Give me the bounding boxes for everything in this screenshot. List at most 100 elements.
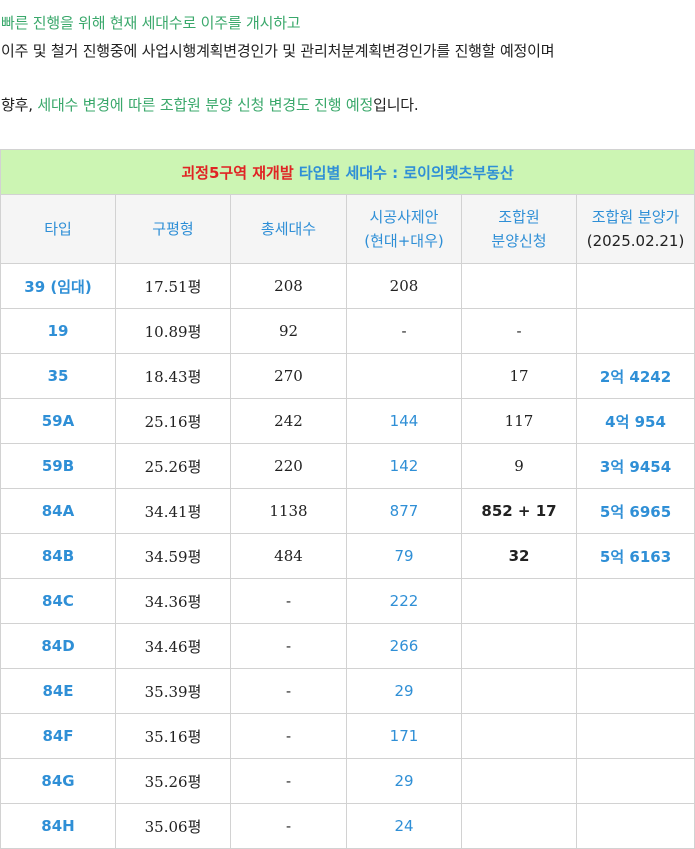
cell-pyeong: 18.43평	[115, 353, 231, 399]
cell-pyeong: 35.06평	[115, 803, 231, 849]
cell-proposal: 222	[346, 578, 462, 624]
cell-proposal: 877	[346, 488, 462, 534]
cell-proposal: 24	[346, 803, 462, 849]
cell-type: 84B	[0, 533, 116, 579]
cell-price	[575, 308, 695, 354]
cell-price	[575, 623, 695, 669]
intro-line-3: 향후, 세대수 변경에 따른 조합원 분양 신청 변경도 진행 예정입니다.	[1, 94, 419, 115]
table-row: 84B 34.59평 484 79 32 5억 6163	[0, 533, 695, 579]
cell-type: 84D	[0, 623, 116, 669]
intro-line-1: 빠른 진행을 위해 현재 세대수로 이주를 개시하고	[1, 14, 301, 32]
cell-total: 270	[230, 353, 347, 399]
cell-total: -	[230, 623, 347, 669]
cell-proposal: -	[346, 308, 462, 354]
table-row: 84C 34.36평 -222	[0, 578, 695, 624]
cell-total: 484	[230, 533, 347, 579]
cell-total: -	[230, 758, 347, 804]
cell-proposal: 208	[346, 263, 462, 309]
cell-price	[575, 668, 695, 714]
cell-proposal: 266	[346, 623, 462, 669]
header-type: 타입	[0, 194, 116, 264]
cell-price: 3억 9454	[575, 443, 695, 489]
header-proposal-line1: 시공사제안	[369, 208, 439, 226]
cell-member	[461, 668, 577, 714]
table-row: 59A 25.16평 242 144 117 4억 954	[0, 398, 695, 444]
cell-price: 5억 6163	[575, 533, 695, 579]
cell-total: 208	[230, 263, 347, 309]
cell-total: 242	[230, 398, 347, 444]
cell-type: 84H	[0, 803, 116, 849]
cell-type: 84C	[0, 578, 116, 624]
cell-pyeong: 34.59평	[115, 533, 231, 579]
cell-proposal: 142	[346, 443, 462, 489]
header-proposal-line2: (현대+대우)	[364, 232, 444, 250]
cell-type: 84A	[0, 488, 116, 534]
table-row: 84G 35.26평 -29	[0, 758, 695, 804]
cell-proposal	[346, 353, 462, 399]
cell-member: 117	[461, 398, 577, 444]
cell-member: 852 + 17	[461, 488, 577, 534]
cell-member: -	[461, 308, 577, 354]
table-header-row: 타입 구평형 총세대수 시공사제안 (현대+대우) 조합원 분양신청 조합원 분양가…	[0, 194, 695, 264]
header-member-line1: 조합원	[498, 208, 540, 226]
cell-price: 5억 6965	[575, 488, 695, 534]
table-row: 59B 25.26평 220 142 9 3억 9454	[0, 443, 695, 489]
intro-line-3-prefix: 향후,	[1, 96, 38, 114]
table-title-subtitle: 타입별 세대수 : 로이의렛츠부동산	[293, 163, 514, 182]
cell-type: 84E	[0, 668, 116, 714]
cell-proposal: 29	[346, 758, 462, 804]
table-row: 39 (임대) 17.51평 208 208	[0, 263, 695, 309]
cell-type: 39 (임대)	[0, 263, 116, 309]
cell-pyeong: 25.26평	[115, 443, 231, 489]
cell-total: 1138	[230, 488, 347, 534]
cell-proposal: 144	[346, 398, 462, 444]
header-price-line2: (2025.02.21)	[586, 232, 685, 250]
table-row: 84H 35.06평 -24	[0, 803, 695, 849]
cell-price: 4억 954	[575, 398, 695, 444]
cell-type: 59B	[0, 443, 116, 489]
cell-pyeong: 34.41평	[115, 488, 231, 534]
cell-type: 35	[0, 353, 116, 399]
header-member-line2: 분양신청	[491, 232, 547, 250]
intro-line-3-highlight: 세대수 변경에 따른 조합원 분양 신청 변경도 진행 예정	[37, 96, 374, 114]
header-pyeong: 구평형	[115, 194, 231, 264]
cell-total: 220	[230, 443, 347, 489]
cell-type: 84G	[0, 758, 116, 804]
intro-line-2: 이주 및 철거 진행중에 사업시행계획변경인가 및 관리처분계획변경인가를 진행…	[1, 42, 555, 60]
cell-proposal: 79	[346, 533, 462, 579]
cell-member	[461, 263, 577, 309]
cell-price	[575, 578, 695, 624]
cell-pyeong: 34.46평	[115, 623, 231, 669]
cell-price	[575, 263, 695, 309]
cell-price	[575, 758, 695, 804]
intro-section: 빠른 진행을 위해 현재 세대수로 이주를 개시하고 이주 및 철거 진행중에 …	[0, 0, 695, 149]
cell-type: 84F	[0, 713, 116, 759]
cell-type: 59A	[0, 398, 116, 444]
table-row: 84E 35.39평 -29	[0, 668, 695, 714]
cell-member	[461, 803, 577, 849]
cell-pyeong: 10.89평	[115, 308, 231, 354]
table-title-row: 괴정5구역 재개발 타입별 세대수 : 로이의렛츠부동산	[0, 149, 695, 195]
cell-total: -	[230, 713, 347, 759]
cell-member	[461, 713, 577, 759]
cell-pyeong: 35.26평	[115, 758, 231, 804]
cell-pyeong: 25.16평	[115, 398, 231, 444]
cell-total: 92	[230, 308, 347, 354]
cell-pyeong: 35.16평	[115, 713, 231, 759]
cell-proposal: 29	[346, 668, 462, 714]
cell-member: 32	[461, 533, 577, 579]
cell-pyeong: 17.51평	[115, 263, 231, 309]
unit-type-table: 괴정5구역 재개발 타입별 세대수 : 로이의렛츠부동산 타입 구평형 총세대수…	[0, 149, 695, 849]
table-row: 84D 34.46평 -266	[0, 623, 695, 669]
intro-line-3-suffix: 입니다.	[373, 96, 419, 114]
cell-pyeong: 34.36평	[115, 578, 231, 624]
header-price: 조합원 분양가 (2025.02.21)	[575, 194, 695, 264]
cell-member	[461, 578, 577, 624]
cell-member: 9	[461, 443, 577, 489]
cell-proposal: 171	[346, 713, 462, 759]
cell-member	[461, 623, 577, 669]
table-row: 19 10.89평 92- -	[0, 308, 695, 354]
cell-total: -	[230, 668, 347, 714]
table-title: 괴정5구역 재개발 타입별 세대수 : 로이의렛츠부동산	[0, 149, 695, 195]
